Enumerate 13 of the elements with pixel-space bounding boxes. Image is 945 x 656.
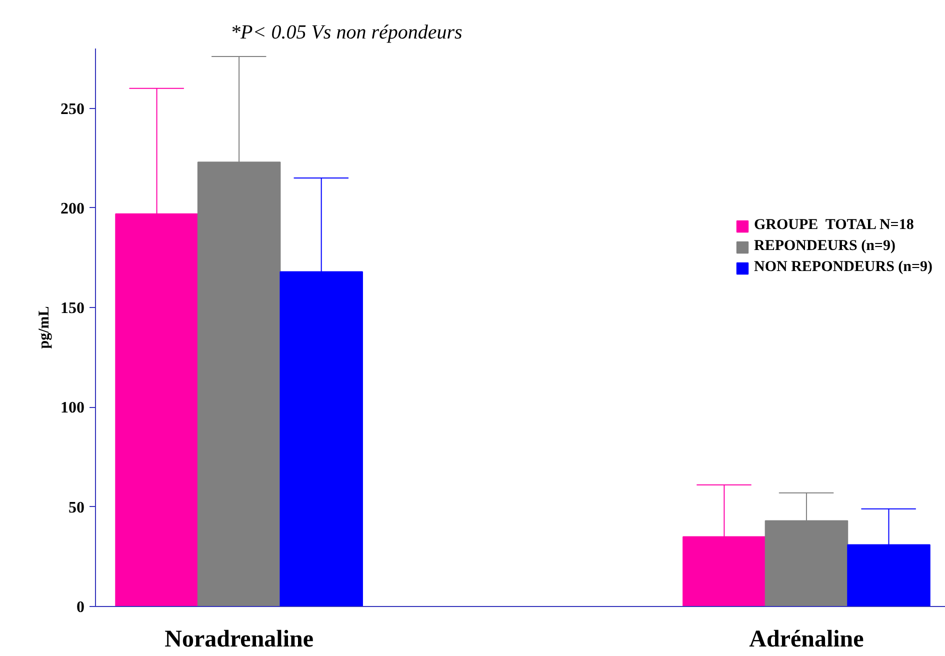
y-tick-label: 50 — [68, 499, 84, 516]
y-tick-label: 200 — [60, 200, 84, 218]
x-tick-label: Noradrenaline — [164, 626, 314, 652]
legend-label: REPONDEURS (n=9) — [754, 238, 896, 255]
y-tick-label: 150 — [60, 300, 84, 318]
legend-label: NON REPONDEURS (n=9) — [754, 259, 933, 276]
y-tick-label: 250 — [60, 100, 84, 118]
legend-label: GROUPE TOTAL N=18 — [754, 217, 914, 234]
x-tick-label: Adrénaline — [749, 626, 864, 652]
y-axis-title: pg/mL — [36, 306, 52, 349]
y-tick-label: 100 — [60, 400, 84, 417]
y-tick-label: 0 — [76, 599, 84, 616]
text: *P< 0.05 Vs non répondeurs — [230, 22, 463, 44]
